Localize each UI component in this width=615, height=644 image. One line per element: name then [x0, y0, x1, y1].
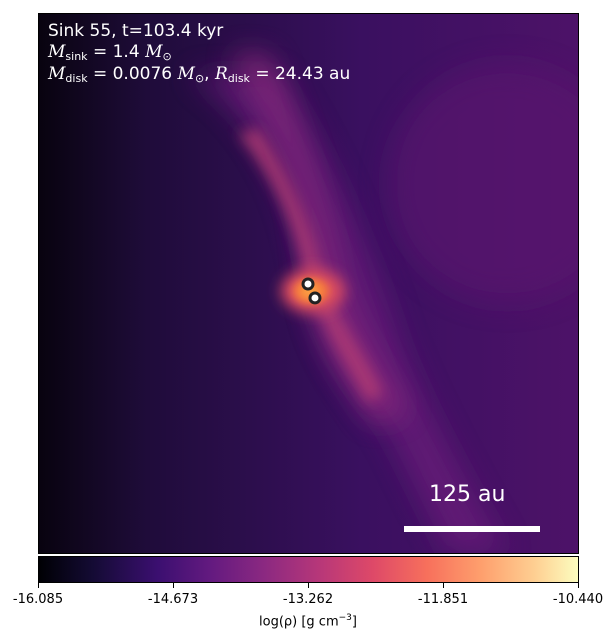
colorbar-tick-label: -10.440 — [552, 592, 604, 607]
colorbar-tick-label: -14.673 — [147, 592, 199, 607]
colorbar-label: log(ρ) [g cm−3] — [259, 613, 357, 630]
colorbar-tick-label: -13.262 — [282, 592, 334, 607]
sink-label: Sink 55, t=103.4 kyr — [48, 21, 224, 41]
sink-marker-a — [301, 277, 315, 291]
density-map: Sink 55, t=103.4 kyr Msink = 1.4 M⊙ Mdis… — [38, 13, 579, 554]
colorbar — [38, 556, 579, 583]
sink-marker-b — [308, 291, 322, 305]
colorbar-tick — [173, 583, 174, 588]
colorbar-tick — [578, 583, 579, 588]
colorbar-tick — [443, 583, 444, 588]
scalebar-label: 125 au — [429, 482, 506, 507]
colorbar-tick-label: -16.085 — [12, 592, 64, 607]
colorbar-tick — [308, 583, 309, 588]
sink-mass-label: Msink = 1.4 M⊙ — [48, 42, 172, 63]
colorbar-tick — [38, 583, 39, 588]
density-field — [39, 14, 578, 553]
disk-label: Mdisk = 0.0076 M⊙, Rdisk = 24.43 au — [48, 64, 351, 85]
colorbar-tick-label: -11.851 — [417, 592, 469, 607]
scalebar-line — [404, 526, 540, 532]
